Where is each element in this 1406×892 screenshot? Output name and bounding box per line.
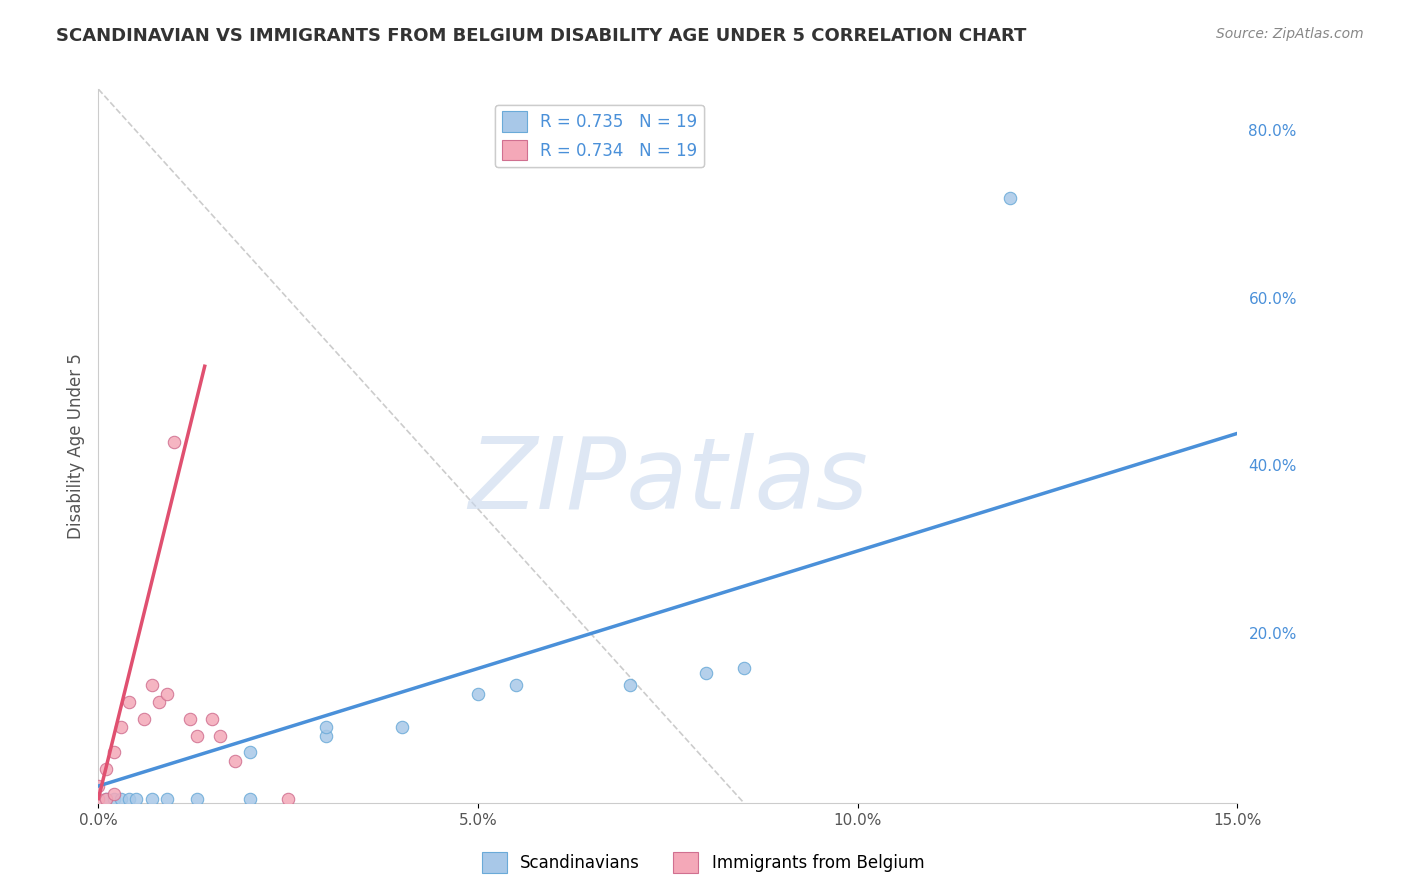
Point	[118, 791, 141, 805]
Point	[141, 678, 163, 692]
Point	[118, 695, 141, 709]
Point	[148, 695, 170, 709]
Point	[125, 791, 148, 805]
Y-axis label: Disability Age Under 5: Disability Age Under 5	[66, 353, 84, 539]
Point	[277, 791, 299, 805]
Text: 20.0%: 20.0%	[1249, 627, 1296, 642]
Point	[391, 720, 413, 734]
Point	[87, 791, 110, 805]
Point	[103, 788, 125, 802]
Point	[695, 665, 717, 680]
Point	[998, 191, 1021, 205]
Text: Source: ZipAtlas.com: Source: ZipAtlas.com	[1216, 27, 1364, 41]
Point	[224, 754, 246, 768]
Text: 40.0%: 40.0%	[1249, 459, 1296, 475]
Point	[94, 791, 117, 805]
Text: SCANDINAVIAN VS IMMIGRANTS FROM BELGIUM DISABILITY AGE UNDER 5 CORRELATION CHART: SCANDINAVIAN VS IMMIGRANTS FROM BELGIUM …	[56, 27, 1026, 45]
Point	[110, 791, 132, 805]
Text: 60.0%: 60.0%	[1249, 292, 1296, 307]
Point	[141, 791, 163, 805]
Point	[163, 434, 186, 449]
Point	[179, 712, 201, 726]
Point	[239, 746, 262, 760]
Point	[186, 791, 208, 805]
Point	[467, 687, 489, 701]
Point	[505, 678, 527, 692]
Point	[619, 678, 641, 692]
Point	[201, 712, 224, 726]
Point	[87, 779, 110, 793]
Point	[315, 729, 337, 743]
Point	[156, 687, 179, 701]
Point	[103, 791, 125, 805]
Point	[94, 791, 117, 805]
Point	[315, 720, 337, 734]
Point	[733, 661, 755, 675]
Point	[132, 712, 155, 726]
Legend: Scandinavians, Immigrants from Belgium: Scandinavians, Immigrants from Belgium	[475, 846, 931, 880]
Point	[94, 762, 117, 776]
Point	[208, 729, 231, 743]
Point	[156, 791, 179, 805]
Text: 80.0%: 80.0%	[1249, 124, 1296, 138]
Point	[110, 720, 132, 734]
Point	[239, 791, 262, 805]
Point	[186, 729, 208, 743]
Point	[103, 746, 125, 760]
Text: ZIPatlas: ZIPatlas	[468, 434, 868, 530]
Legend: R = 0.735   N = 19, R = 0.734   N = 19: R = 0.735 N = 19, R = 0.734 N = 19	[495, 104, 704, 167]
